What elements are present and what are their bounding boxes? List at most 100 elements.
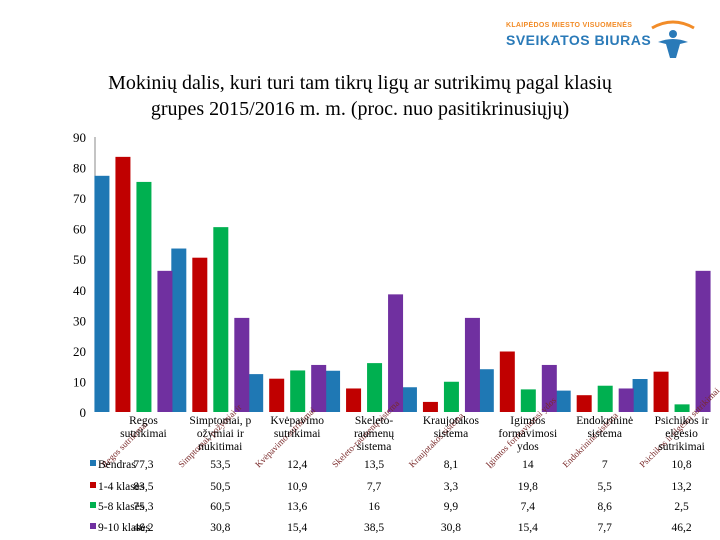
y-tick-label: 20 xyxy=(73,344,86,359)
chart-title: Mokinių dalis, kuri turi tam tikrų ligų … xyxy=(0,70,720,122)
data-label: 13,2 xyxy=(672,481,692,493)
data-label: 15,4 xyxy=(518,522,538,534)
category-label: ožymiai ir xyxy=(197,428,244,440)
chart-title-line1: Mokinių dalis, kuri turi tam tikrų ligų … xyxy=(108,72,612,94)
data-label: 38,5 xyxy=(364,522,384,534)
bar xyxy=(234,317,250,412)
data-label: 2,5 xyxy=(674,501,689,513)
data-label: 50,5 xyxy=(210,481,230,493)
category-label: Igimtos xyxy=(510,415,546,427)
bar xyxy=(632,379,648,412)
data-label: 12,4 xyxy=(287,459,307,471)
bar xyxy=(478,369,494,412)
bar xyxy=(541,364,557,412)
legend-swatch xyxy=(90,460,96,466)
y-tick-label: 30 xyxy=(73,313,86,328)
y-tick-label: 70 xyxy=(73,191,86,206)
chart-title-line2: grupes 2015/2016 m. m. (proc. nuo pasiti… xyxy=(150,98,570,120)
data-label: 30,8 xyxy=(210,522,230,534)
data-label: 13,6 xyxy=(287,501,307,513)
data-label: 19,8 xyxy=(518,481,538,493)
data-label: 77,3 xyxy=(133,459,153,471)
bar xyxy=(520,389,536,412)
logo-line1: KLAIPĖDOS MIESTO VISUOMENĖS xyxy=(506,22,633,29)
data-label: 53,5 xyxy=(210,459,230,471)
y-tick-label: 60 xyxy=(73,222,86,237)
data-label: 3,3 xyxy=(444,481,459,493)
bar xyxy=(674,404,690,412)
y-tick-label: 90 xyxy=(73,130,86,145)
bar xyxy=(157,270,173,412)
legend-swatch xyxy=(90,502,96,508)
bar xyxy=(597,385,613,412)
data-label: 8,6 xyxy=(598,501,613,513)
bar xyxy=(325,370,341,412)
category-label: sistema xyxy=(357,441,392,453)
data-label: 7,7 xyxy=(598,522,613,534)
bar xyxy=(555,390,571,412)
data-label: 7,4 xyxy=(521,501,536,513)
category-label: ydos xyxy=(517,441,539,453)
legend-swatch xyxy=(90,482,96,488)
y-tick-label: 50 xyxy=(73,252,86,267)
bar xyxy=(290,370,306,412)
y-tick-label: 0 xyxy=(80,405,87,420)
bar xyxy=(94,175,110,412)
data-label: 83,5 xyxy=(133,481,153,493)
category-label: elgesio xyxy=(665,428,698,440)
data-label: 10,8 xyxy=(672,459,692,471)
y-tick-label: 80 xyxy=(73,161,86,176)
bar xyxy=(422,401,438,412)
legend-swatch xyxy=(90,523,96,529)
category-label: sutrikimai xyxy=(120,428,167,440)
category-label: Skeleto- xyxy=(355,415,393,427)
bar xyxy=(269,378,285,412)
logo-line2: SVEIKATOS BIURAS xyxy=(506,32,652,48)
data-label: 75,3 xyxy=(133,501,153,513)
data-label: 13,5 xyxy=(364,459,384,471)
data-label: 16 xyxy=(368,501,380,513)
bar xyxy=(367,363,383,412)
data-label: 9,9 xyxy=(444,501,459,513)
data-label: 46,2 xyxy=(672,522,692,534)
category-label: sistema xyxy=(434,428,469,440)
y-tick-label: 40 xyxy=(73,283,86,298)
data-label: 60,5 xyxy=(210,501,230,513)
category-label: Psichikos ir xyxy=(655,415,709,427)
legend-label: 1-4 klasės xyxy=(98,481,145,493)
y-tick-label: 10 xyxy=(73,374,86,389)
bar xyxy=(443,381,459,412)
category-label: Endokrininė xyxy=(576,415,633,427)
bar xyxy=(346,388,362,412)
bar xyxy=(115,156,131,412)
legend-label: 9-10 klasės xyxy=(98,522,151,534)
category-label: formavimosi xyxy=(498,428,557,440)
data-label: 8,1 xyxy=(444,459,459,471)
bar xyxy=(618,388,634,412)
category-label: Kraujotakos xyxy=(423,415,480,427)
bar xyxy=(213,227,229,412)
bar xyxy=(576,395,592,412)
bar xyxy=(388,294,404,412)
bar xyxy=(192,257,208,412)
bar xyxy=(248,374,264,412)
health-bureau-logo-icon xyxy=(651,20,695,58)
category-label: sutrikimai xyxy=(274,428,321,440)
data-label: 5,5 xyxy=(598,481,613,493)
category-label: sutrikimai xyxy=(658,441,705,453)
bar xyxy=(653,371,669,412)
bar xyxy=(499,351,515,412)
bar xyxy=(464,317,480,412)
legend-label: Bendras xyxy=(98,459,136,471)
data-label: 14 xyxy=(522,459,534,471)
category-label: Kvėpavimo xyxy=(270,415,324,427)
category-label: sistema xyxy=(587,428,622,440)
category-label: nukitimai xyxy=(198,441,242,453)
bar xyxy=(136,181,152,412)
data-label: 30,8 xyxy=(441,522,461,534)
category-label: raumenų xyxy=(354,428,394,440)
bar xyxy=(695,270,711,412)
data-label: 46,2 xyxy=(133,522,153,534)
data-label: 7 xyxy=(602,459,608,471)
